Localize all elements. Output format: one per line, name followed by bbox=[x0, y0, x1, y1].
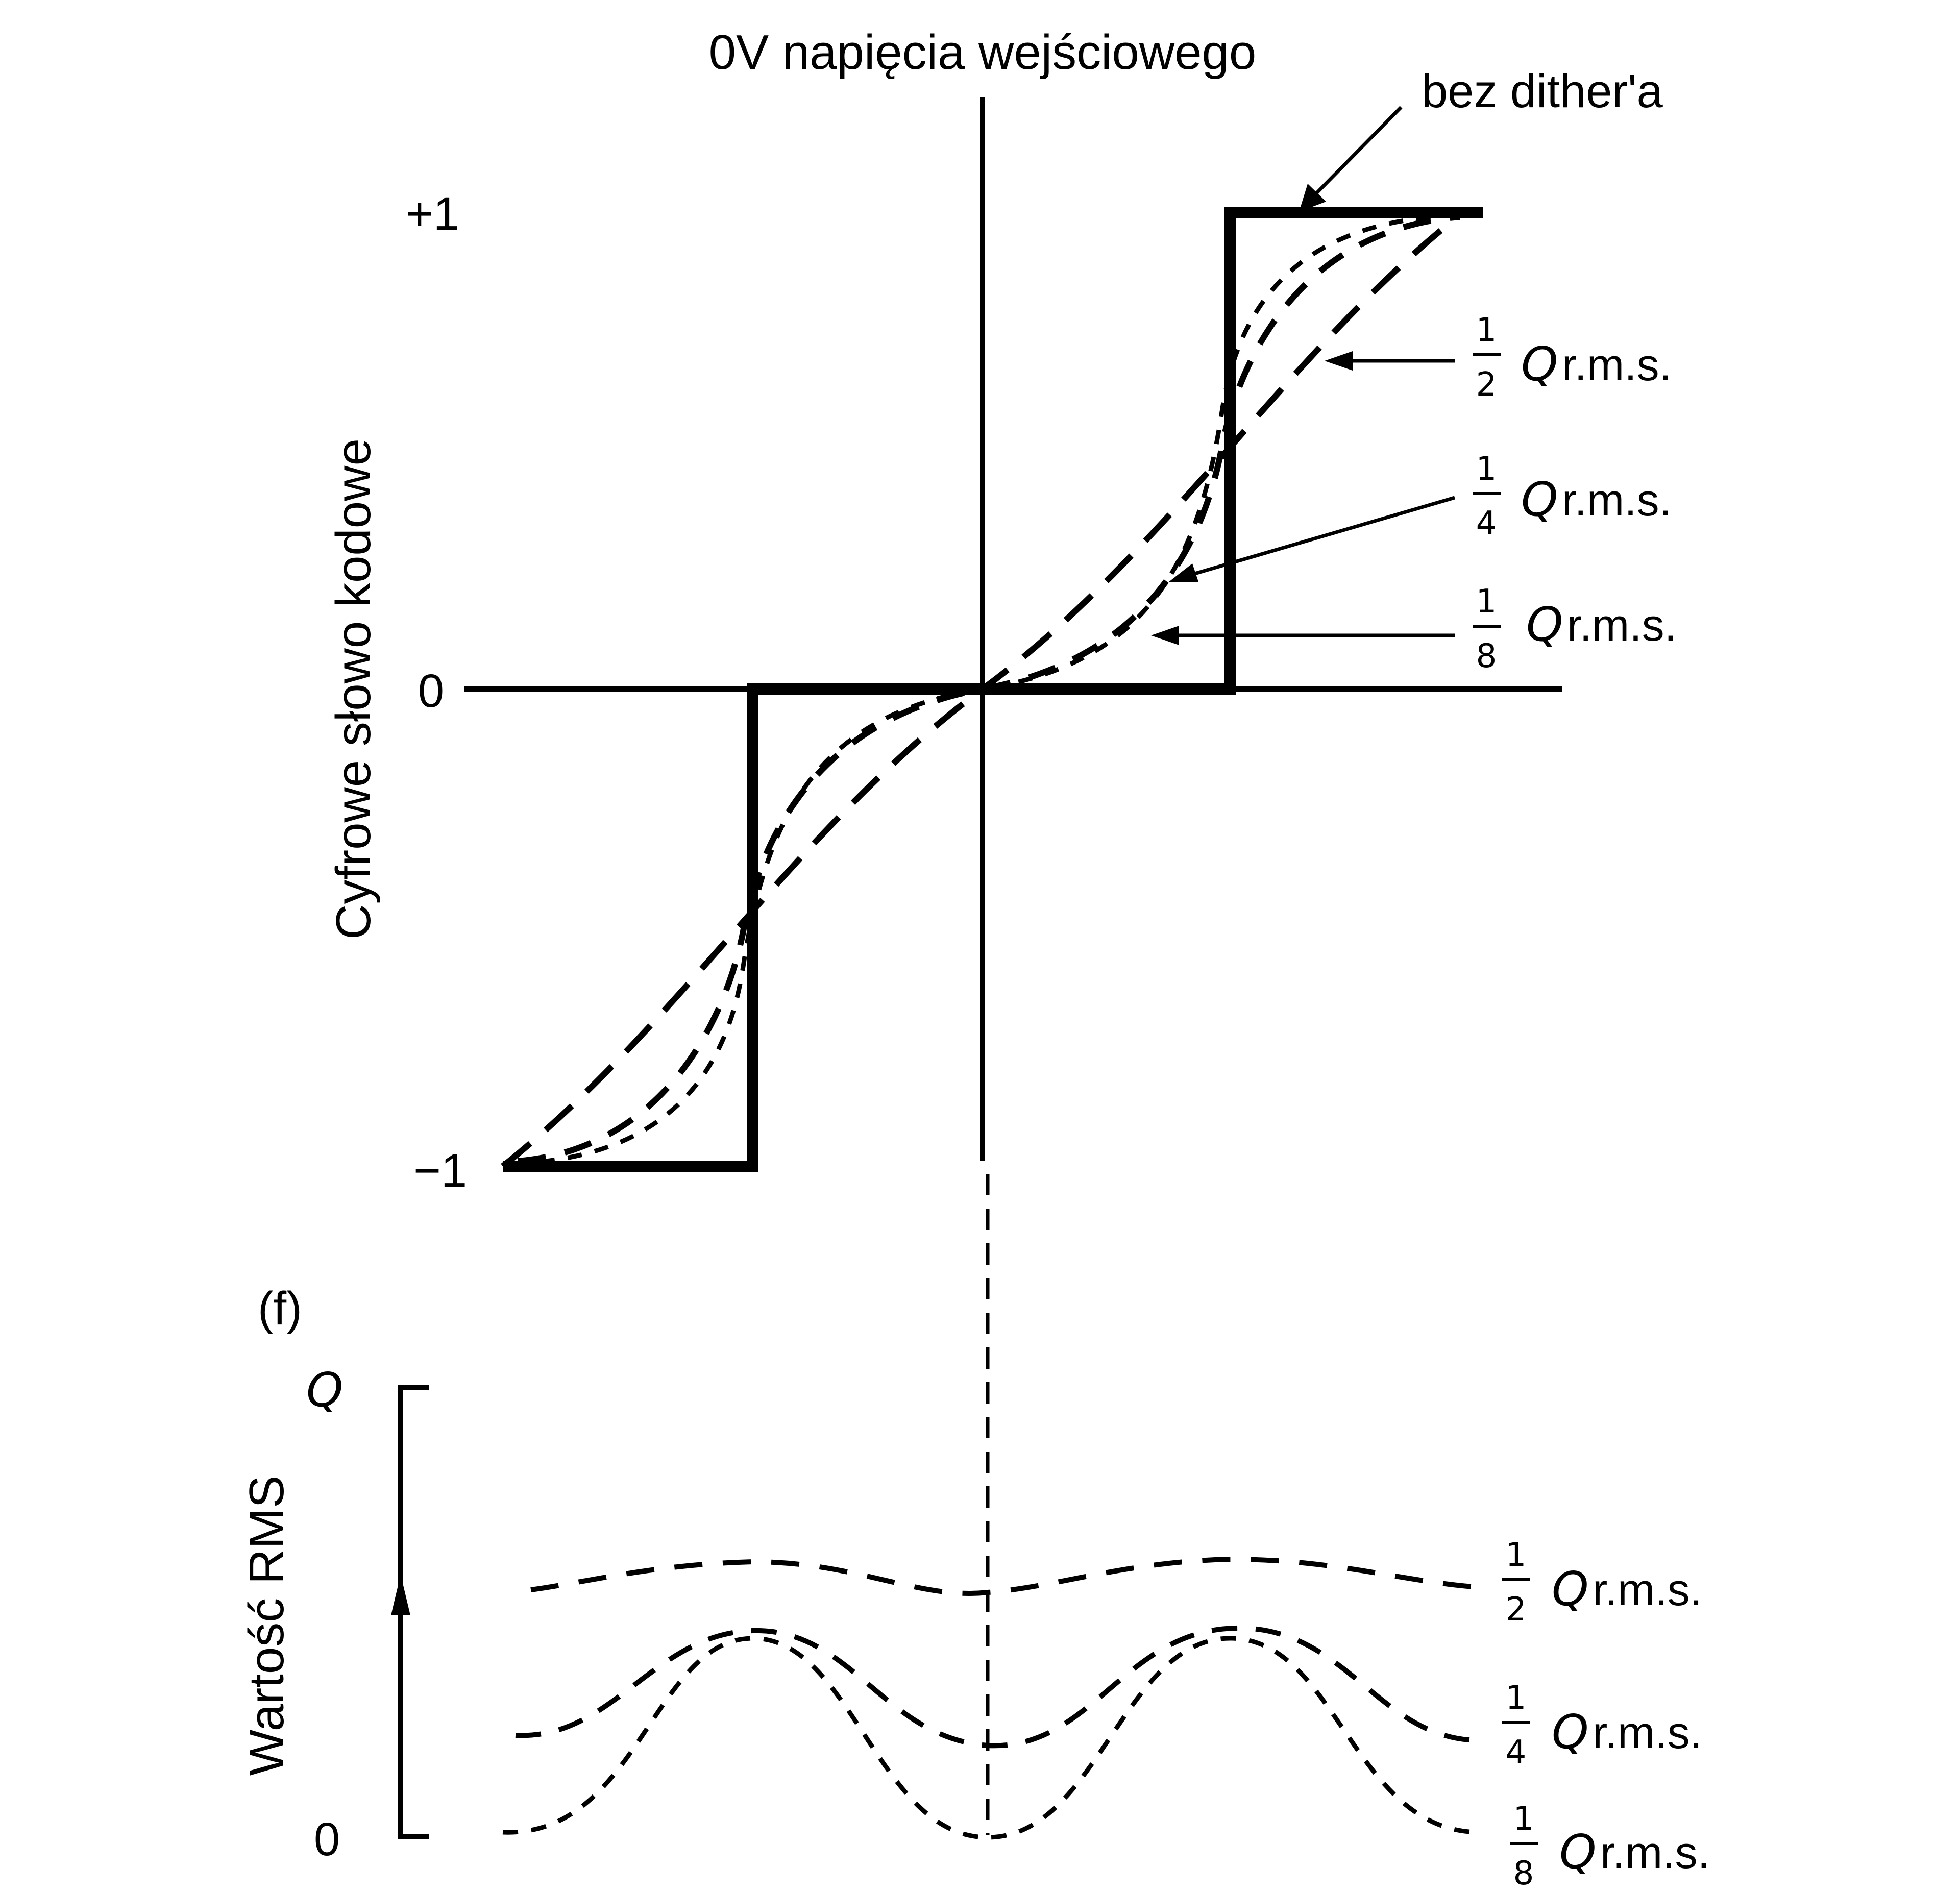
y-tick-minus-one: −1 bbox=[413, 1145, 467, 1197]
quarter-q-symbol: Q bbox=[1521, 472, 1558, 527]
bottom-panel: (f) Wartość RMS Q 0 1 2 Q r.m.s. 1 4 Q r… bbox=[239, 1283, 1710, 1892]
rms-quarter-den: 4 bbox=[1506, 1734, 1527, 1772]
rms-half-num: 1 bbox=[1506, 1536, 1527, 1574]
no-dither-arrowhead bbox=[1299, 184, 1326, 212]
eighth-q-arrowhead bbox=[1151, 626, 1179, 645]
rms-eighth-num: 1 bbox=[1513, 1800, 1534, 1838]
rms-eighth-q-label: 1 8 Q r.m.s. bbox=[1510, 1800, 1710, 1892]
y-tick-plus-one: +1 bbox=[406, 188, 459, 240]
y-tick-q: Q bbox=[306, 1363, 343, 1417]
quarter-q-arrowhead bbox=[1169, 563, 1198, 582]
half-q-dither-curve bbox=[501, 210, 1464, 1169]
rms-eighth-q: Q bbox=[1559, 1825, 1596, 1879]
quarter-q-numerator: 1 bbox=[1476, 450, 1497, 488]
rms-quarter-unit: r.m.s. bbox=[1592, 1707, 1702, 1758]
quarter-q-annotation: 1 4 Q r.m.s. bbox=[1169, 450, 1672, 582]
rms-half-q-label: 1 2 Q r.m.s. bbox=[1502, 1536, 1702, 1629]
y-tick-rms-zero: 0 bbox=[314, 1813, 340, 1865]
eighth-q-annotation: 1 8 Q r.m.s. bbox=[1151, 583, 1677, 675]
rms-axis-arrowhead bbox=[391, 1575, 410, 1615]
quarter-q-rms-curve bbox=[515, 1625, 1481, 1749]
half-q-arrowhead bbox=[1325, 351, 1353, 371]
rms-quarter-q-label: 1 4 Q r.m.s. bbox=[1502, 1679, 1702, 1772]
quarter-q-denominator: 4 bbox=[1476, 505, 1497, 543]
rms-half-den: 2 bbox=[1506, 1591, 1527, 1629]
top-y-axis-title: Cyfrowe słowo kodowe bbox=[326, 438, 381, 940]
half-q-unit: r.m.s. bbox=[1562, 339, 1672, 390]
y-tick-zero: 0 bbox=[418, 665, 444, 717]
half-q-symbol: Q bbox=[1521, 337, 1558, 391]
top-panel: 0V napięcia wejściowego Cyfrowe słowo ko… bbox=[326, 25, 1677, 1197]
eighth-q-unit: r.m.s. bbox=[1567, 600, 1677, 650]
half-q-numerator: 1 bbox=[1476, 311, 1497, 349]
no-dither-arrow-line bbox=[1305, 106, 1403, 205]
rms-eighth-unit: r.m.s. bbox=[1600, 1827, 1710, 1878]
rms-half-unit: r.m.s. bbox=[1592, 1564, 1702, 1615]
no-dither-label: bez dither'a bbox=[1422, 65, 1663, 117]
eighth-q-denominator: 8 bbox=[1476, 637, 1497, 675]
rms-quarter-q: Q bbox=[1552, 1705, 1588, 1759]
zero-input-voltage-label: 0V napięcia wejściowego bbox=[709, 25, 1257, 80]
half-q-rms-curve bbox=[530, 1556, 1481, 1596]
half-q-denominator: 2 bbox=[1476, 366, 1497, 404]
rms-quarter-num: 1 bbox=[1506, 1679, 1527, 1717]
bottom-y-axis-title: Wartość RMS bbox=[239, 1476, 294, 1776]
eighth-q-rms-curve bbox=[502, 1636, 1481, 1840]
rms-half-q: Q bbox=[1552, 1562, 1588, 1616]
quarter-q-unit: r.m.s. bbox=[1562, 475, 1672, 525]
quarter-q-dither-curve bbox=[518, 214, 1460, 1164]
eighth-q-symbol: Q bbox=[1526, 597, 1563, 652]
rms-eighth-den: 8 bbox=[1513, 1855, 1534, 1892]
half-q-annotation: 1 2 Q r.m.s. bbox=[1325, 311, 1672, 404]
eighth-q-numerator: 1 bbox=[1476, 583, 1497, 621]
panel-label-f: (f) bbox=[258, 1283, 302, 1335]
